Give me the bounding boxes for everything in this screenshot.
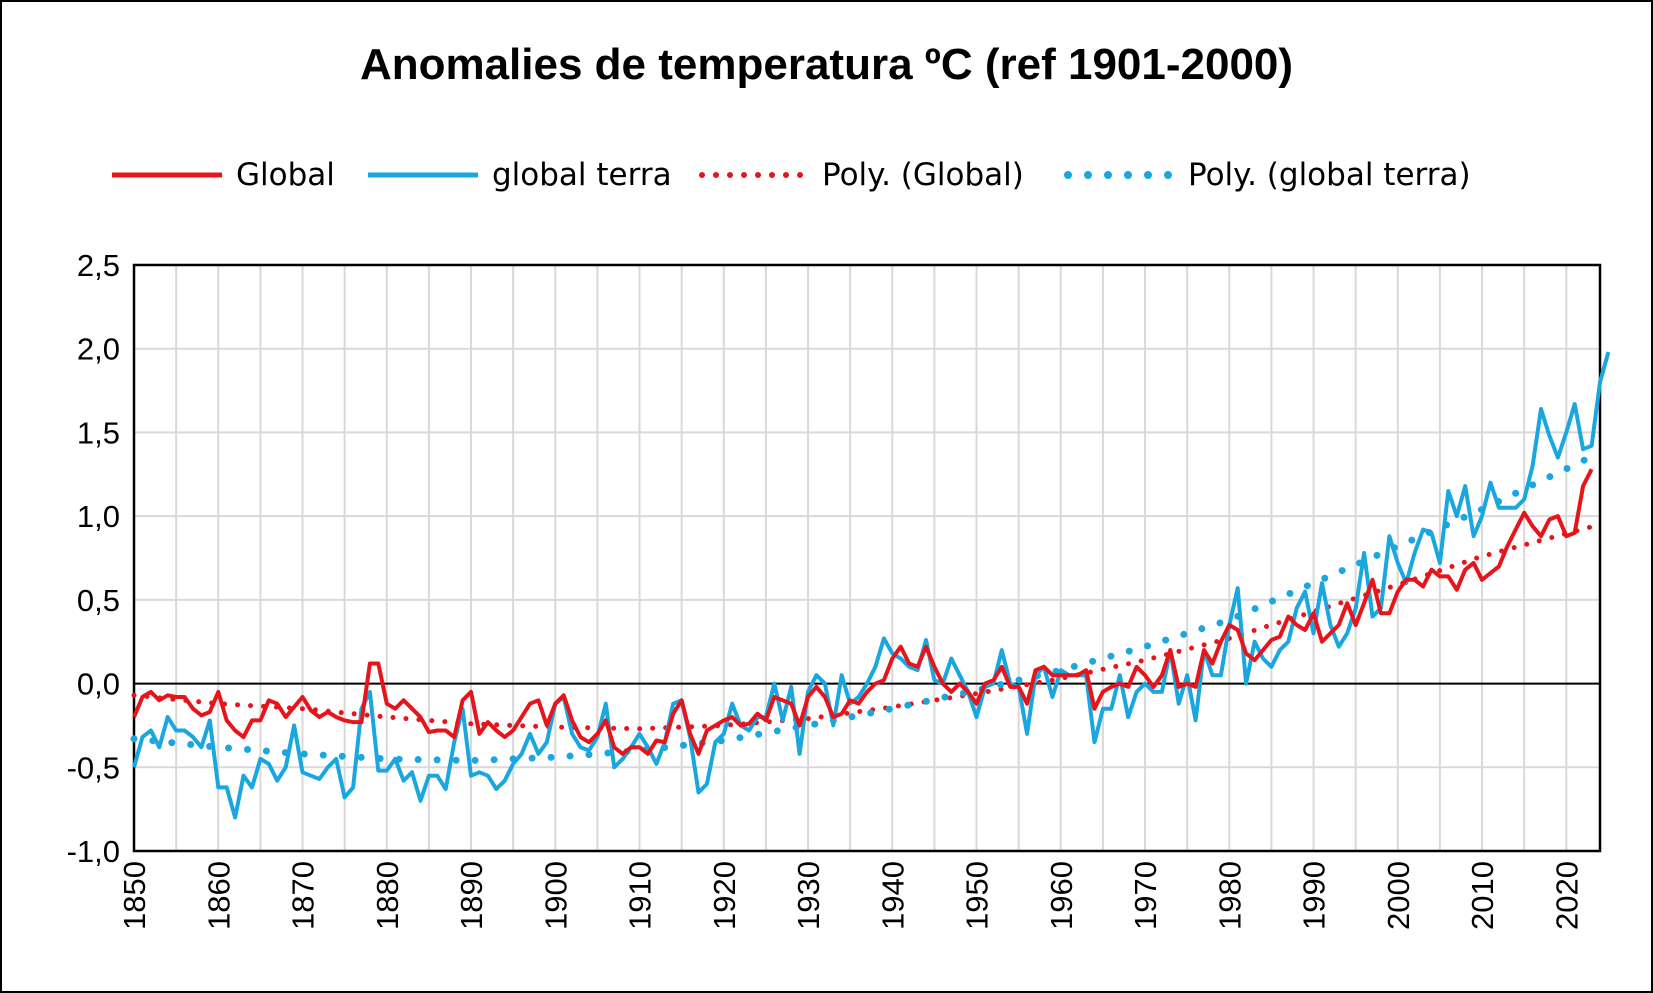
- legend-swatch-poly-global-dots: [699, 172, 808, 178]
- legend-label-global: Global: [236, 157, 335, 193]
- x-tick-label: 1990: [1297, 861, 1332, 930]
- plot-border: [132, 263, 1602, 853]
- x-tick-label: 2010: [1465, 861, 1500, 930]
- x-tick-label: 1900: [538, 861, 573, 930]
- y-tick-label: 2,5: [77, 248, 120, 283]
- y-tick-label: 0,0: [77, 667, 120, 702]
- x-tick-label: 1960: [1044, 861, 1079, 930]
- x-tick-label: 1910: [623, 861, 658, 930]
- x-tick-label: 1880: [370, 861, 405, 930]
- y-tick-label: -1,0: [67, 834, 120, 869]
- x-tick-label: 1870: [286, 861, 321, 930]
- y-tick-label: 1,0: [77, 499, 120, 534]
- legend-label-global-terra: global terra: [492, 157, 672, 193]
- legend-swatch-global-line: [112, 172, 222, 178]
- x-tick-label: 1950: [960, 861, 995, 930]
- x-tick-label: 1970: [1128, 861, 1163, 930]
- x-tick-label: 1930: [791, 861, 826, 930]
- legend-label-poly-global: Poly. (Global): [822, 157, 1024, 193]
- x-tick-label: 1860: [201, 861, 236, 930]
- series-line-global: [132, 468, 1594, 756]
- x-tick-label: 2000: [1381, 861, 1416, 930]
- x-tick-label: 1890: [454, 861, 489, 930]
- legend-swatch-global-terra-line: [368, 172, 478, 178]
- legend-item-global: Global: [112, 150, 335, 200]
- x-tick-label: 1920: [707, 861, 742, 930]
- x-tick-label: 1940: [875, 861, 910, 930]
- chart-title: Anomalies de temperatura ºC (ref 1901-20…: [359, 40, 1294, 89]
- x-tick-label: 2020: [1549, 861, 1584, 930]
- series-line-global-terra: [132, 351, 1611, 820]
- legend-item-poly-global-terra: Poly. (global terra): [1064, 150, 1471, 200]
- y-tick-label: 2,0: [77, 332, 120, 367]
- legend-swatch-poly-global-terra-dots: [1064, 171, 1174, 179]
- y-tick-label: -0,5: [67, 750, 120, 785]
- x-tick-label: 1980: [1212, 861, 1247, 930]
- y-tick-label: 0,5: [77, 583, 120, 618]
- legend-item-global-terra: global terra: [368, 150, 672, 200]
- x-tick-label: 1850: [117, 861, 152, 930]
- legend-label-poly-global-terra: Poly. (global terra): [1188, 157, 1471, 193]
- series-line-poly-global: [131, 522, 1603, 732]
- legend-item-poly-global: Poly. (Global): [698, 150, 1024, 200]
- y-tick-label: 1,5: [77, 415, 120, 450]
